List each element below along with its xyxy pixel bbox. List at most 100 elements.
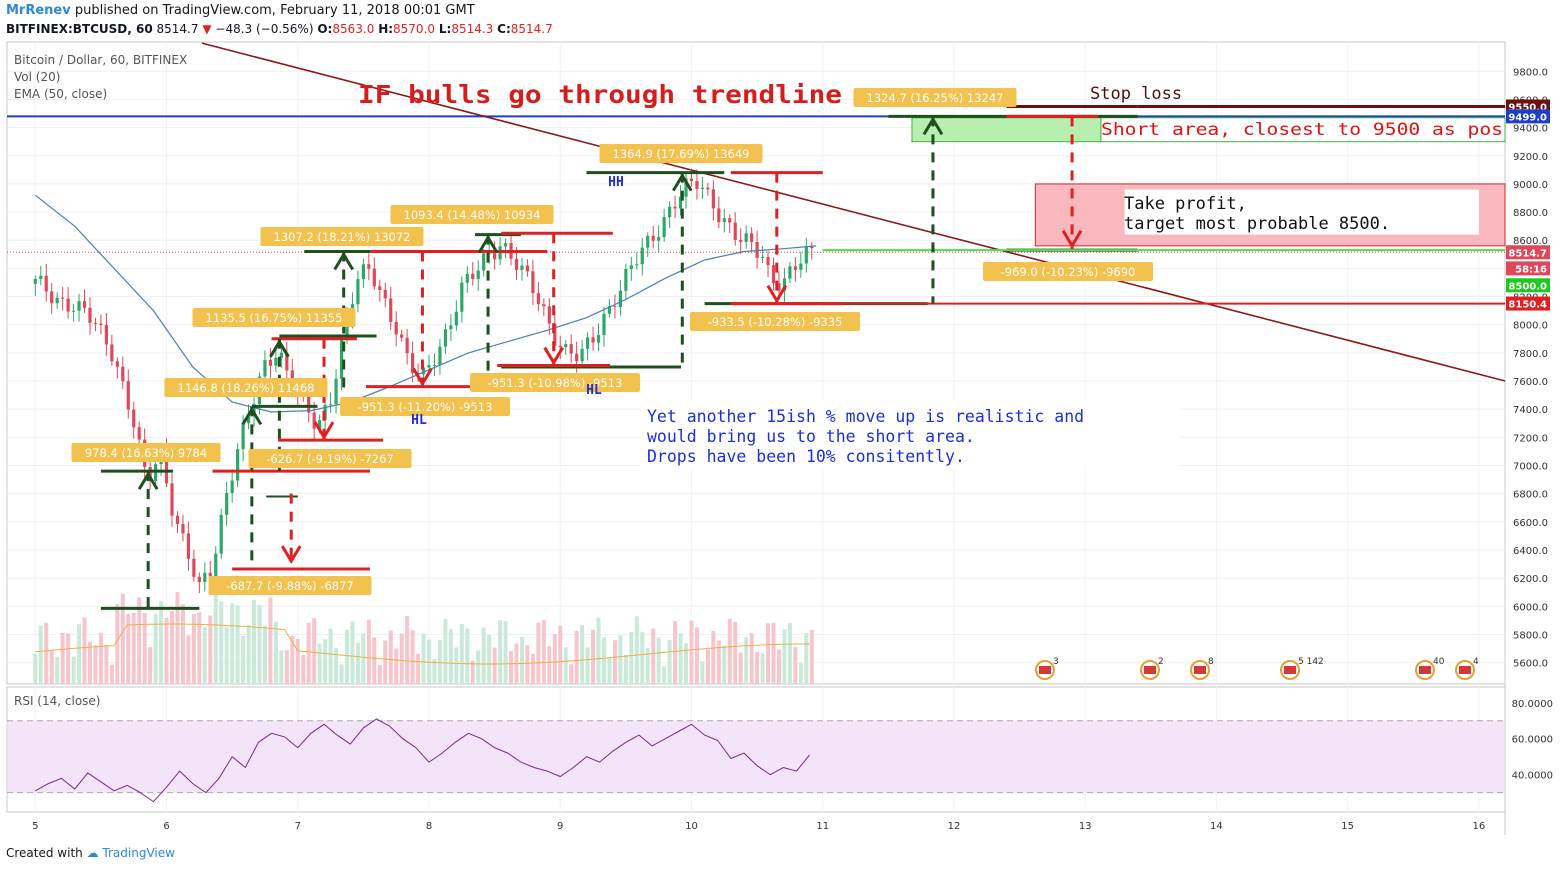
open-value: 8563.0 (332, 22, 375, 36)
volume-bar (60, 632, 65, 684)
volume-bar (372, 637, 377, 684)
volume-bar (148, 647, 153, 684)
candle-body (564, 344, 568, 348)
volume-bar (705, 649, 710, 684)
take-profit-text-bg (1124, 189, 1479, 235)
price-axis-badge-label: 8150.4 (1508, 300, 1547, 311)
measure-label: 1093.4 (14.48%) 10934 (404, 208, 541, 222)
volume-bar (689, 620, 694, 684)
candle-body (673, 206, 677, 209)
chevron-up-icon (137, 471, 159, 490)
volume-bar (498, 620, 503, 684)
event-flag-icon-stripes (1419, 666, 1431, 674)
volume-bar (656, 637, 661, 684)
measure-label-bg (208, 576, 372, 595)
volume-bar (640, 632, 645, 684)
symbol-name: BITFINEX:BTCUSD, 60 (6, 22, 153, 36)
candle-body (547, 306, 551, 324)
volume-bar (443, 618, 448, 684)
volume-bar (279, 650, 284, 684)
measure-label: 1307.2 (18.21%) 13072 (274, 230, 411, 244)
candle-body (810, 246, 814, 249)
volume-bar (509, 651, 514, 684)
candle-body (356, 279, 360, 305)
price-tick-label: 7200.0 (1513, 433, 1548, 444)
volume-bar (487, 634, 492, 684)
candle-body (44, 275, 48, 292)
headline-text: IF bulls go through trendline (358, 80, 842, 109)
candle-body (328, 404, 333, 406)
candle-body (66, 298, 70, 312)
low-value: 8514.3 (451, 22, 494, 36)
volume-bar (432, 659, 437, 684)
measure-label-bg (340, 397, 510, 416)
volume-bar (66, 633, 71, 684)
candle-body (739, 239, 743, 242)
volume-bar (224, 627, 229, 684)
volume-bar (536, 622, 541, 684)
candle-body (695, 181, 699, 189)
price-tick-label: 7000.0 (1513, 462, 1548, 473)
candle-body (339, 339, 344, 379)
candle-body (367, 264, 371, 269)
price-tick-label: 6600.0 (1513, 518, 1548, 529)
price-axis-badge-label: 9499.0 (1508, 112, 1547, 123)
volume-bar (607, 657, 612, 684)
volume-bar (651, 628, 656, 684)
candle-body (164, 450, 169, 484)
volume-bar (137, 597, 142, 684)
volume-bar (427, 639, 432, 684)
event-badge-count: 8 (1208, 657, 1214, 667)
volume-bar (33, 654, 38, 684)
candle-body (181, 523, 185, 534)
volume-bar (82, 617, 87, 684)
volume-bar (273, 621, 278, 684)
volume-bar (503, 621, 508, 684)
note-text: Drops have been 10% consitently. (647, 447, 965, 466)
volume-bar (766, 623, 771, 684)
volume-bar (405, 616, 410, 684)
candle-body (219, 514, 223, 554)
candle-body (618, 290, 622, 307)
volume-bar (798, 662, 803, 684)
volume-bar (667, 640, 672, 684)
volume-bar (98, 632, 103, 684)
volume-bar (662, 666, 667, 684)
volume-bar (295, 639, 300, 684)
time-tick-label: 10 (685, 821, 698, 832)
time-tick-label: 12 (948, 821, 961, 832)
volume-bar (252, 599, 257, 684)
volume-bar (290, 635, 295, 684)
candle-body (766, 256, 770, 266)
time-tick-label: 8 (426, 821, 432, 832)
measure-label: -951.3 (-11.20%) -9513 (358, 400, 493, 414)
volume-bar (126, 613, 131, 684)
candle-body (755, 241, 759, 258)
down-arrow-icon: ▼ (202, 22, 212, 36)
price-axis-badge-label: 8514.7 (1508, 248, 1547, 259)
candle-body (788, 266, 792, 279)
candle-body (520, 265, 524, 270)
volume-bar (377, 664, 382, 684)
measure-label-bg (690, 312, 860, 331)
candle-body (471, 273, 475, 280)
candle-body (50, 291, 54, 304)
candle-body (750, 233, 754, 242)
tradingview-link[interactable]: TradingView (102, 846, 175, 860)
volume-bar (55, 657, 60, 684)
volume-bar (711, 631, 716, 684)
price-tick-label: 8800.0 (1513, 208, 1548, 219)
candle-body (689, 178, 694, 182)
volume-bar (219, 601, 224, 684)
main-legend-title: Bitcoin / Dollar, 60, BITFINEX (14, 53, 188, 67)
author-name[interactable]: MrRenev (6, 3, 71, 18)
candle-body (345, 316, 349, 340)
time-tick-label: 6 (163, 821, 169, 832)
price-tick-label: 6800.0 (1513, 490, 1548, 501)
volume-bar (454, 647, 459, 684)
measure-label-bg (71, 443, 221, 462)
note-text: Yet another 15ish % move up is realistic… (647, 407, 1084, 426)
volume-bar (612, 640, 617, 684)
volume-bar (459, 624, 464, 684)
